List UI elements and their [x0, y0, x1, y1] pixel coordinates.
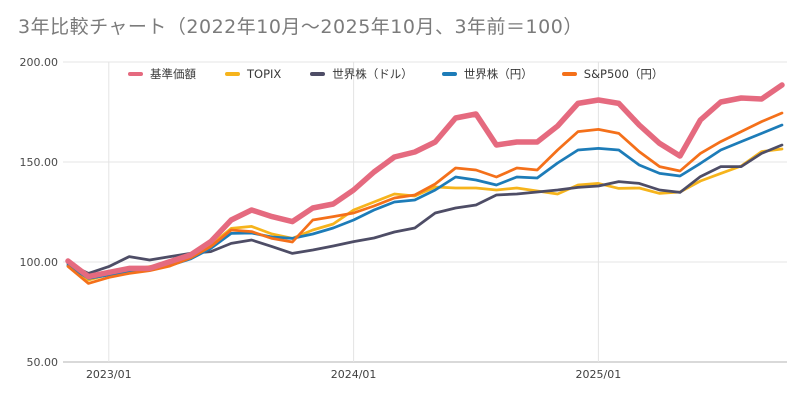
series-line-S&P500（円）: [66, 111, 784, 285]
chart-legend: 基準価額 TOPIX 世界株（ドル） 世界株（円） S&P500（円）: [128, 64, 663, 84]
legend-label: S&P500（円）: [583, 67, 664, 81]
legend-swatch-icon: [561, 72, 577, 76]
y-axis-tick-label: 100.00: [20, 256, 59, 269]
legend-label: 世界株（ドル）: [332, 67, 413, 81]
legend-item-TOPIX[interactable]: TOPIX: [225, 67, 281, 81]
series-line-世界株（ドル）: [66, 143, 784, 275]
legend-swatch-icon: [128, 72, 143, 76]
y-axis-tick-label: 150.00: [20, 156, 59, 169]
legend-swatch-icon: [225, 72, 240, 76]
legend-item-S&P500（円）[interactable]: S&P500（円）: [561, 66, 664, 82]
legend-item-基準価額[interactable]: 基準価額: [128, 66, 196, 82]
legend-swatch-icon: [310, 72, 326, 76]
x-axis-tick-label: 2023/01: [86, 368, 132, 381]
legend-label: 世界株（円）: [463, 67, 533, 81]
legend-item-世界株（ドル）[interactable]: 世界株（ドル）: [310, 66, 413, 82]
x-axis-tick-label: 2025/01: [576, 368, 622, 381]
chart-title: 3年比較チャート（2022年10月～2025年10月、3年前＝100）: [18, 16, 583, 38]
legend-label: 基準価額: [150, 67, 196, 81]
x-axis-tick-label: 2024/01: [331, 368, 377, 381]
legend-swatch-icon: [441, 72, 457, 76]
series-line-基準価額: [65, 82, 785, 280]
legend-item-世界株（円）[interactable]: 世界株（円）: [441, 66, 533, 82]
y-axis-tick-label: 200.00: [20, 56, 59, 69]
legend-label: TOPIX: [247, 67, 282, 81]
y-axis-tick-label: 50.00: [27, 356, 59, 369]
